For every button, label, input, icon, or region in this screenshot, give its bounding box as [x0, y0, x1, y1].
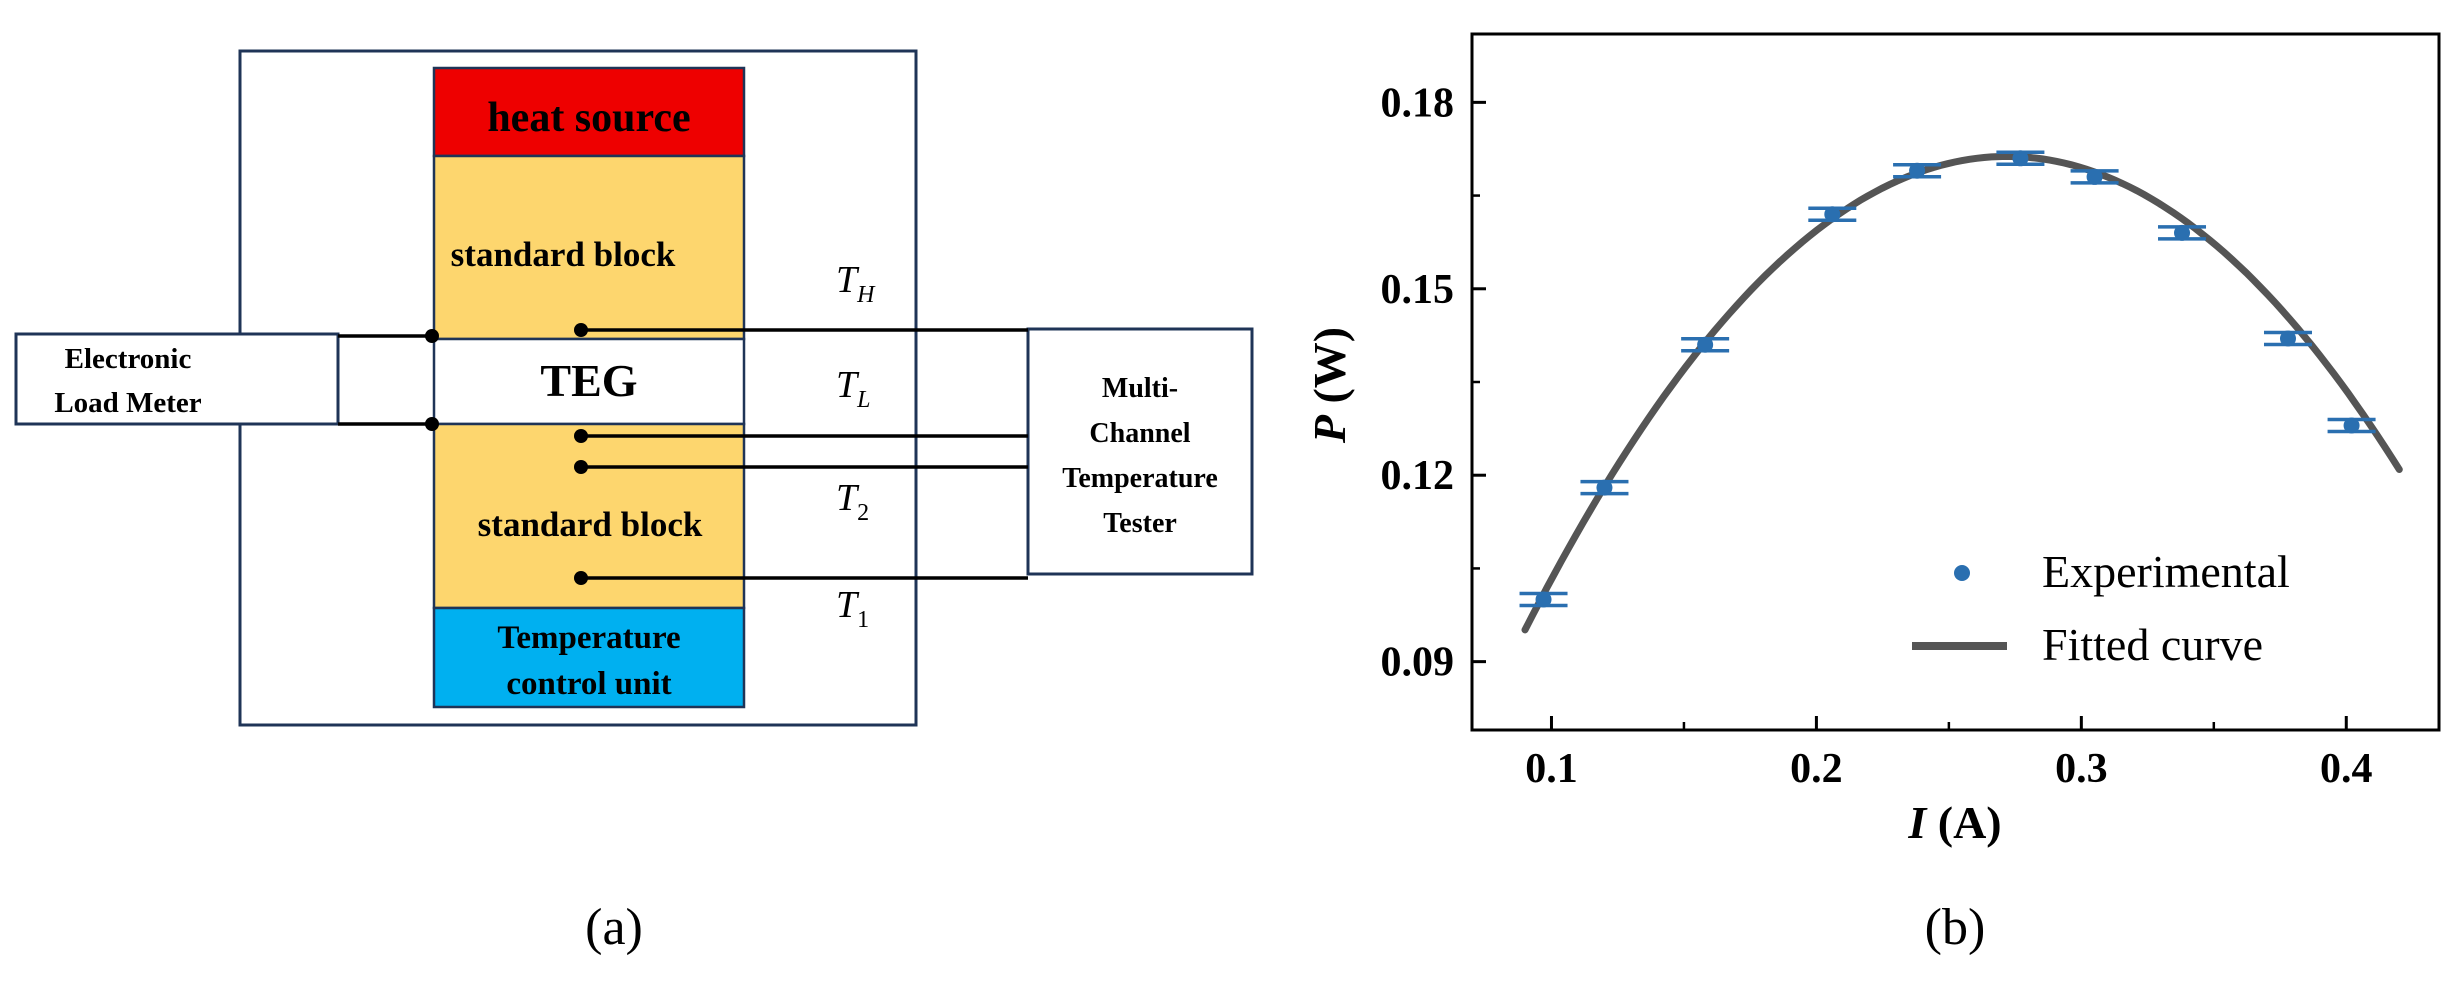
data-point-9	[2327, 417, 2376, 434]
standard-block-top-label: standard block	[451, 235, 676, 274]
load-meter-line2: Load Meter	[54, 387, 201, 419]
tester-line3: Temperature	[1062, 463, 1218, 494]
standard-block-top	[432, 154, 746, 341]
label-t1: T1	[836, 584, 869, 633]
data-marker-8	[2279, 330, 2296, 347]
data-point-2	[1681, 336, 1730, 353]
data-marker-9	[2343, 417, 2360, 434]
y-tick-label-2: 0.15	[1381, 267, 1455, 313]
tick-group: 0.1 0.2 0.3 0.4 0.09 0.12 0.15 0.18	[1381, 80, 2373, 792]
data-marker-0	[1535, 591, 1552, 608]
x-axis-label: I (A)	[1907, 797, 2001, 848]
tester-line1: Multi-	[1102, 373, 1178, 404]
label-t2: T2	[836, 477, 869, 526]
data-marker-1	[1596, 479, 1613, 496]
schematic-diagram: heat source standard block TEG standard …	[14, 49, 1254, 727]
legend: Experimental Fitted curve	[1912, 546, 2290, 670]
panel-label-a: (a)	[585, 899, 643, 956]
y-tick-label-0: 0.09	[1381, 640, 1455, 686]
y-tick-label-1: 0.12	[1381, 453, 1455, 499]
x-tick-label-2: 0.3	[2055, 746, 2108, 792]
electronic-load-meter	[14, 332, 340, 426]
data-point-1	[1580, 479, 1629, 496]
legend-marker-experimental	[1954, 565, 1970, 581]
temperature-control-line1: Temperature	[497, 620, 680, 656]
data-point-6	[2070, 168, 2119, 185]
label-th: TH	[836, 259, 876, 308]
data-marker-4	[1909, 162, 1926, 179]
temperature-control-line2: control unit	[506, 666, 671, 702]
data-point-group	[1519, 150, 2376, 608]
probe-node-t1	[574, 571, 588, 585]
data-marker-3	[1824, 206, 1841, 223]
data-marker-2	[1697, 336, 1714, 353]
data-point-5	[1996, 150, 2045, 167]
multi-channel-temperature-tester	[1026, 327, 1254, 576]
data-point-7	[2158, 224, 2207, 241]
tester-line4: Tester	[1103, 508, 1177, 539]
legend-label-experimental: Experimental	[2042, 546, 2290, 597]
x-tick-label-1: 0.2	[1790, 746, 1843, 792]
y-axis-label: P (W)	[1304, 327, 1355, 444]
fitted-curve-line	[1521, 152, 2403, 634]
temperature-control-unit	[432, 606, 746, 709]
x-tick-label-0: 0.1	[1525, 746, 1578, 792]
legend-label-fitted: Fitted curve	[2042, 619, 2263, 670]
plot-frame	[1470, 32, 2441, 732]
x-tick-label-3: 0.4	[2320, 746, 2373, 792]
probe-node-t2	[574, 460, 588, 474]
data-marker-6	[2086, 168, 2103, 185]
tester-line2: Channel	[1089, 418, 1190, 449]
data-point-3	[1808, 206, 1857, 223]
power-current-chart: 0.1 0.2 0.3 0.4 0.09 0.12 0.15 0.18 I (A) P (W)…	[1304, 32, 2441, 848]
standard-block-bottom-label: standard block	[478, 505, 703, 544]
heat-source-label: heat source	[487, 95, 690, 141]
teg-label: TEG	[540, 355, 637, 406]
data-marker-7	[2174, 224, 2191, 241]
data-point-8	[2263, 330, 2312, 347]
y-tick-label-3: 0.18	[1381, 80, 1455, 126]
panel-label-b: (b)	[1925, 899, 1986, 956]
label-tl: TL	[836, 364, 871, 413]
load-meter-line1: Electronic	[65, 343, 192, 375]
teg-block	[432, 337, 746, 426]
data-point-4	[1893, 162, 1942, 179]
load-node-bottom	[425, 417, 439, 431]
probe-node-th	[574, 323, 588, 337]
data-marker-5	[2012, 150, 2029, 167]
probe-node-tl	[574, 429, 588, 443]
fitted-curve-group	[1521, 152, 2403, 634]
load-node-top	[425, 329, 439, 343]
data-point-0	[1519, 591, 1568, 608]
